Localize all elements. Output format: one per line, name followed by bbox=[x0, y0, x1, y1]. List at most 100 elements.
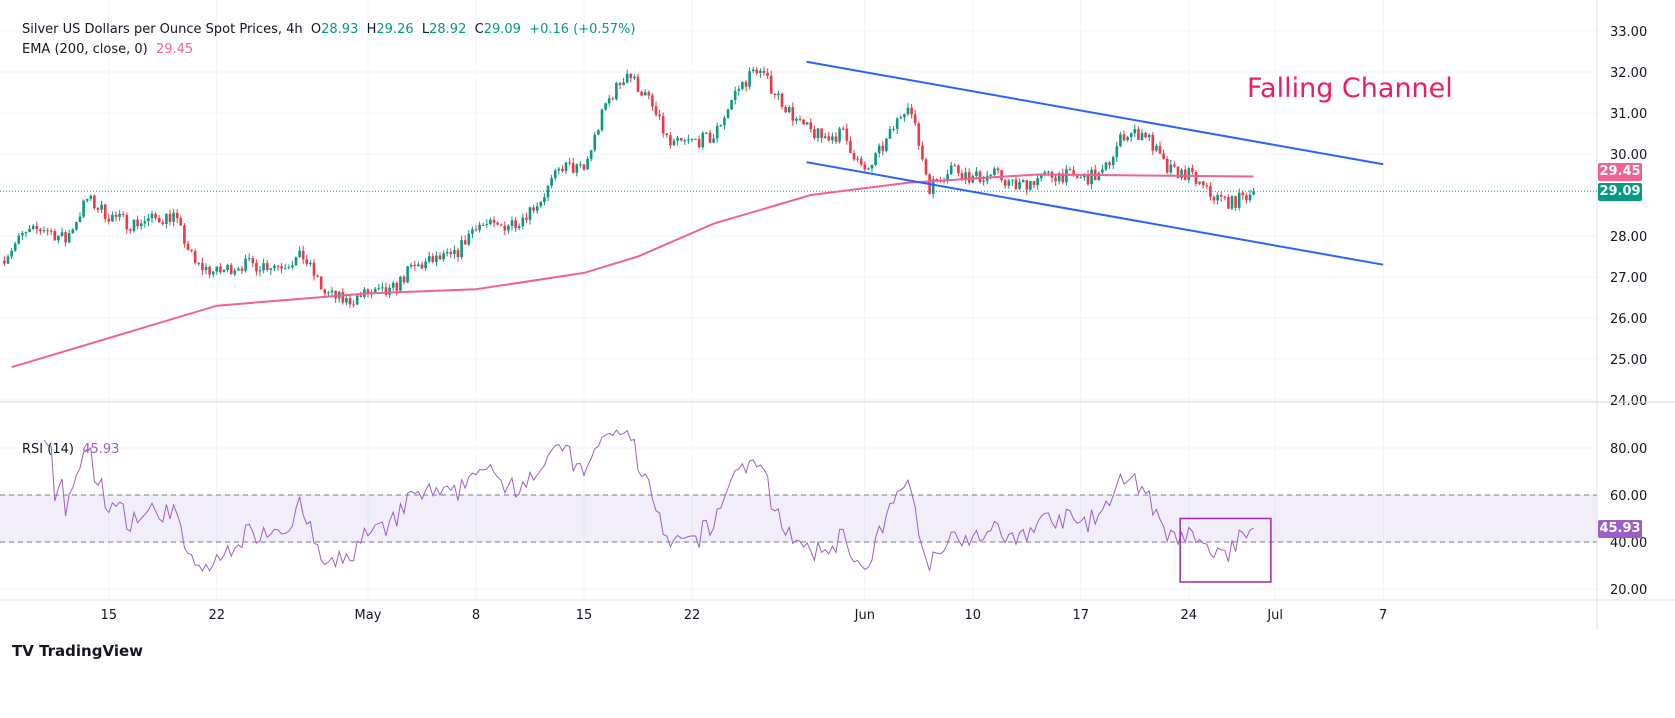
candle-body bbox=[957, 165, 960, 174]
candle-body bbox=[305, 259, 309, 264]
candle-body bbox=[633, 76, 636, 79]
candle-body bbox=[1187, 168, 1191, 180]
candle-body bbox=[777, 93, 780, 96]
candle-body bbox=[607, 98, 611, 104]
candle-body bbox=[881, 145, 885, 151]
candle-body bbox=[568, 162, 571, 164]
candle-body bbox=[161, 222, 165, 224]
candle-body bbox=[604, 103, 607, 110]
candle-body bbox=[1115, 146, 1119, 157]
candle-body bbox=[13, 243, 17, 251]
candle-body bbox=[341, 292, 345, 303]
candle-body bbox=[751, 69, 755, 72]
candle-body bbox=[49, 230, 53, 232]
candle-body bbox=[219, 266, 222, 273]
candle-body bbox=[139, 223, 143, 227]
candle-body bbox=[658, 114, 661, 117]
candle-body bbox=[877, 145, 881, 154]
price-tick-label: 33.00 bbox=[1610, 25, 1647, 40]
rsi-value: 45.93 bbox=[82, 442, 120, 457]
candle-body bbox=[1144, 132, 1147, 138]
candle-body bbox=[1011, 179, 1014, 181]
candle-body bbox=[600, 109, 604, 131]
candle-body bbox=[791, 107, 795, 121]
candle-body bbox=[402, 276, 406, 283]
candle-body bbox=[132, 219, 136, 231]
candle-body bbox=[917, 123, 921, 146]
candle-body bbox=[334, 290, 337, 299]
candle-body bbox=[456, 250, 460, 258]
candle-body bbox=[409, 264, 413, 267]
candle-body bbox=[755, 69, 759, 74]
candle-body bbox=[895, 118, 899, 129]
candle-body bbox=[773, 93, 777, 96]
time-tick-label: 22 bbox=[684, 608, 701, 623]
candle-body bbox=[723, 117, 726, 126]
candle-body bbox=[856, 158, 859, 160]
candle-body bbox=[1119, 134, 1122, 147]
candle-body bbox=[906, 107, 910, 115]
candle-body bbox=[1018, 182, 1021, 190]
candle-body bbox=[759, 70, 762, 74]
candle-body bbox=[921, 145, 924, 160]
candle-body bbox=[913, 114, 917, 124]
candle-body bbox=[1162, 153, 1165, 159]
time-tick-label: 7 bbox=[1379, 608, 1387, 623]
candle-body bbox=[1183, 169, 1187, 180]
candle-body bbox=[31, 225, 35, 229]
candle-body bbox=[1227, 197, 1230, 209]
candle-body bbox=[579, 164, 582, 166]
candle-body bbox=[1176, 166, 1180, 179]
candle-body bbox=[931, 179, 935, 194]
candle-body bbox=[672, 140, 676, 146]
candle-body bbox=[1252, 191, 1255, 195]
candle-body bbox=[1043, 172, 1047, 175]
time-tick-label: 10 bbox=[965, 608, 982, 623]
candle-body bbox=[805, 122, 809, 125]
candle-body bbox=[546, 185, 550, 198]
candle-body bbox=[157, 217, 161, 223]
candle-body bbox=[798, 118, 802, 120]
candle-body bbox=[67, 233, 71, 243]
time-tick-label: 15 bbox=[101, 608, 118, 623]
tradingview-logo[interactable]: 𝗧𝗩 TradingView bbox=[12, 642, 143, 660]
time-tick-label: 8 bbox=[472, 608, 480, 623]
candle-body bbox=[424, 261, 427, 269]
candle-body bbox=[510, 220, 514, 226]
candle-body bbox=[298, 250, 301, 258]
candle-body bbox=[953, 165, 957, 167]
candle-body bbox=[870, 164, 874, 169]
candle-body bbox=[1003, 180, 1007, 186]
candle-body bbox=[802, 119, 805, 125]
candle-body bbox=[1068, 169, 1072, 171]
candle-body bbox=[841, 128, 845, 130]
candle-body bbox=[100, 204, 103, 210]
candle-body bbox=[1212, 196, 1216, 201]
rsi-tick-label: 80.00 bbox=[1610, 442, 1647, 457]
candle-body bbox=[499, 224, 503, 226]
candle-body bbox=[381, 287, 384, 289]
candle-body bbox=[280, 266, 283, 269]
candle-body bbox=[107, 218, 111, 222]
candle-body bbox=[589, 150, 593, 159]
candle-body bbox=[204, 266, 208, 271]
candle-body bbox=[172, 212, 175, 222]
open-label: O bbox=[310, 22, 322, 37]
candle-body bbox=[485, 224, 489, 226]
time-tick-label: 17 bbox=[1073, 608, 1090, 623]
candle-body bbox=[413, 264, 417, 267]
candle-body bbox=[701, 132, 705, 148]
candle-body bbox=[1245, 195, 1248, 201]
rsi-band bbox=[0, 495, 1597, 542]
candle-body bbox=[1075, 175, 1079, 179]
candle-body bbox=[406, 266, 409, 283]
change-value: +0.16 (+0.57%) bbox=[529, 22, 636, 37]
candle-body bbox=[769, 75, 773, 94]
candle-body bbox=[388, 287, 391, 295]
candle-body bbox=[780, 93, 784, 107]
candle-body bbox=[39, 229, 42, 231]
price-tick-label: 28.00 bbox=[1610, 230, 1647, 245]
price-tick-label: 26.00 bbox=[1610, 312, 1647, 327]
candle-body bbox=[741, 82, 744, 89]
